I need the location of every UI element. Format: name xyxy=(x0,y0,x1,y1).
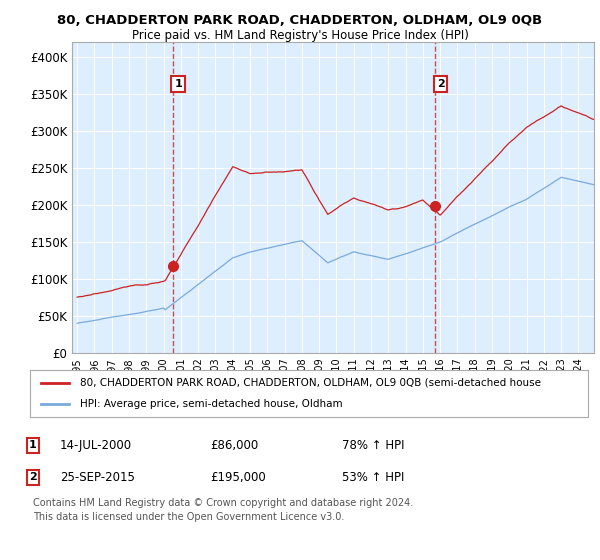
Text: 25-SEP-2015: 25-SEP-2015 xyxy=(60,470,135,484)
Text: £195,000: £195,000 xyxy=(210,470,266,484)
Text: HPI: Average price, semi-detached house, Oldham: HPI: Average price, semi-detached house,… xyxy=(80,399,343,409)
Text: Price paid vs. HM Land Registry's House Price Index (HPI): Price paid vs. HM Land Registry's House … xyxy=(131,29,469,42)
Text: 80, CHADDERTON PARK ROAD, CHADDERTON, OLDHAM, OL9 0QB (semi-detached house: 80, CHADDERTON PARK ROAD, CHADDERTON, OL… xyxy=(80,378,541,388)
Text: 2: 2 xyxy=(437,79,445,89)
Text: Contains HM Land Registry data © Crown copyright and database right 2024.: Contains HM Land Registry data © Crown c… xyxy=(33,498,413,508)
Text: 1: 1 xyxy=(174,79,182,89)
Text: £86,000: £86,000 xyxy=(210,438,258,452)
Text: This data is licensed under the Open Government Licence v3.0.: This data is licensed under the Open Gov… xyxy=(33,512,344,522)
Text: 80, CHADDERTON PARK ROAD, CHADDERTON, OLDHAM, OL9 0QB: 80, CHADDERTON PARK ROAD, CHADDERTON, OL… xyxy=(58,14,542,27)
Text: 2: 2 xyxy=(29,472,37,482)
Text: 1: 1 xyxy=(29,440,37,450)
Text: 53% ↑ HPI: 53% ↑ HPI xyxy=(342,470,404,484)
Text: 78% ↑ HPI: 78% ↑ HPI xyxy=(342,438,404,452)
Text: 14-JUL-2000: 14-JUL-2000 xyxy=(60,438,132,452)
